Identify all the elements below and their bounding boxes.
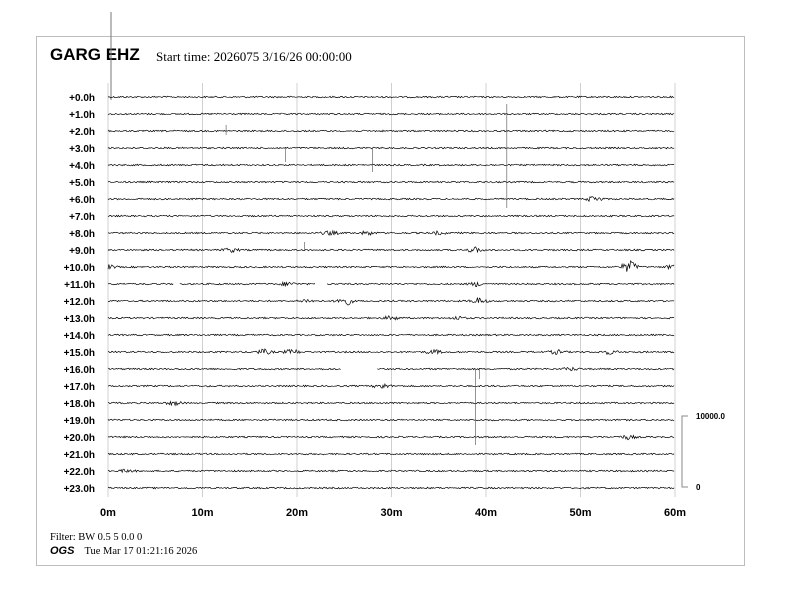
plot-timestamp: Tue Mar 17 01:21:16 2026	[84, 546, 198, 557]
row-label: +5.0h	[69, 178, 95, 189]
row-label: +2.0h	[69, 127, 95, 138]
plot-frame	[36, 36, 745, 566]
filter-label: Filter: BW 0.5 5 0.0 0	[50, 532, 143, 543]
row-label: +6.0h	[69, 195, 95, 206]
trace-row	[107, 382, 675, 389]
trace-row	[107, 95, 675, 99]
trace-row	[107, 129, 675, 133]
trace-row	[107, 214, 675, 218]
row-label: +9.0h	[69, 246, 95, 257]
x-tick-label: 10m	[191, 507, 213, 519]
amplitude-scale-bar	[681, 415, 688, 488]
row-label: +1.0h	[69, 110, 95, 121]
trace-row	[107, 315, 675, 321]
start-time: Start time: 2026075 3/16/26 00:00:00	[156, 49, 352, 64]
row-label: +22.0h	[64, 467, 95, 478]
row-label: +17.0h	[64, 382, 95, 393]
trace-row	[107, 486, 675, 490]
row-label: +16.0h	[64, 365, 95, 376]
row-label: +3.0h	[69, 144, 95, 155]
x-tick-label: 30m	[380, 507, 402, 519]
trace-row	[107, 229, 675, 236]
row-label: +12.0h	[64, 297, 95, 308]
trace-row	[107, 348, 675, 356]
row-label: +10.0h	[64, 263, 95, 274]
trace-row	[107, 418, 675, 422]
station-title: GARG EHZ	[50, 45, 140, 64]
trace-row	[107, 163, 675, 167]
row-label: +23.0h	[64, 484, 95, 495]
x-tick-label: 60m	[664, 507, 686, 519]
trace-row	[107, 434, 675, 441]
scale-min-label: 0	[696, 483, 701, 492]
row-label: +0.0h	[69, 93, 95, 104]
row-label: +7.0h	[69, 212, 95, 223]
trace-row	[107, 452, 675, 456]
row-label: +13.0h	[64, 314, 95, 325]
trace-row	[107, 400, 675, 407]
trace-row	[107, 246, 675, 254]
row-label: +11.0h	[64, 280, 95, 291]
row-label: +20.0h	[64, 433, 95, 444]
row-label: +21.0h	[64, 450, 95, 461]
row-label: +15.0h	[64, 348, 95, 359]
trace-row	[107, 366, 675, 372]
agency-label: OGS	[50, 545, 75, 557]
footer-line: OGS Tue Mar 17 01:21:16 2026	[50, 545, 197, 557]
trace-row	[107, 180, 675, 184]
x-tick-label: 0m	[100, 507, 116, 519]
trace-row	[107, 260, 675, 272]
trace-row	[107, 112, 675, 116]
row-label: +18.0h	[64, 399, 95, 410]
row-label: +4.0h	[69, 161, 95, 172]
trace-row	[107, 196, 675, 203]
scale-max-label: 10000.0	[696, 412, 725, 421]
x-tick-label: 50m	[569, 507, 591, 519]
trace-row	[107, 146, 675, 150]
row-label: +14.0h	[64, 331, 95, 342]
x-tick-label: 20m	[286, 507, 308, 519]
trace-row	[107, 333, 675, 337]
row-label: +19.0h	[64, 416, 95, 427]
trace-row	[107, 468, 675, 474]
trace-row	[107, 297, 675, 306]
trace-row	[107, 280, 675, 288]
row-label: +8.0h	[69, 229, 95, 240]
x-tick-label: 40m	[475, 507, 497, 519]
